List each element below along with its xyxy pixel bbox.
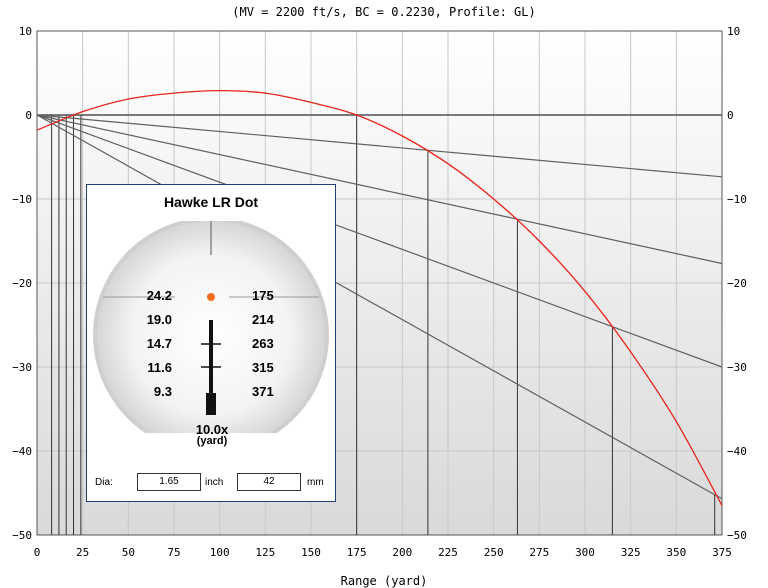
y-tick-label-left-0: 10 (19, 25, 32, 38)
plot-frame (36, 30, 723, 536)
diameter-mm-field[interactable]: 42 (237, 473, 301, 491)
trajectory-curve (36, 89, 723, 506)
y-tick-label-left-2: −10 (12, 193, 32, 206)
x-tick-label-14: 350 (666, 546, 686, 559)
y-tick-label-right-2: −10 (727, 193, 747, 206)
y-tick-label-right-1: 0 (727, 109, 734, 122)
x-tick-label-12: 300 (575, 546, 595, 559)
magnification: 10.0x (195, 422, 229, 437)
x-axis-label: Range (yard) (340, 574, 428, 588)
y-tick-label-left-4: −30 (12, 361, 32, 374)
y-tick-label-right-6: −50 (727, 529, 747, 542)
reticle-view (93, 221, 329, 433)
x-tick-label-7: 175 (347, 546, 367, 559)
x-tick-label-6: 150 (301, 546, 321, 559)
x-tick-label-10: 250 (484, 546, 504, 559)
y-tick-label-right-4: −30 (727, 361, 747, 374)
right-value-1: 175 (252, 288, 274, 303)
holdover-line-4 (36, 114, 723, 500)
diameter-label: Dia: (95, 477, 113, 488)
holdover-lines (36, 114, 723, 500)
x-tick-label-1: 25 (76, 546, 89, 559)
x-tick-label-4: 100 (210, 546, 230, 559)
lower-post (209, 320, 213, 400)
right-value-4: 315 (252, 360, 274, 375)
axis-ticks: 0 25 50 75 100 125 150 175 200 225 250 275 300 325 350… (12, 25, 747, 559)
diameter-inch-field[interactable]: 1.65 (137, 473, 201, 491)
x-tick-label-9: 225 (438, 546, 458, 559)
y-tick-label-left-5: −40 (12, 445, 32, 458)
mm-label: mm (307, 477, 324, 488)
right-value-2: 214 (252, 312, 274, 327)
right-value-5: 371 (252, 384, 274, 399)
x-tick-label-3: 75 (167, 546, 180, 559)
left-value-5: 9.3 (153, 384, 172, 399)
x-tick-label-0: 0 (34, 546, 41, 559)
holdover-line-1 (36, 114, 723, 178)
y-tick-label-left-3: −20 (12, 277, 32, 290)
reticle-panel: Hawke LR Dot 24.2 19.0 14.7 11.6 9.3 175… (86, 184, 336, 502)
y-tick-label-left-1: 0 (25, 109, 32, 122)
holdover-line-3 (36, 114, 723, 368)
aim-dot (207, 293, 215, 301)
x-tick-label-11: 275 (529, 546, 549, 559)
magnification-unit: (yard) (196, 435, 228, 447)
x-tick-label-8: 200 (392, 546, 412, 559)
left-value-4: 11.6 (147, 360, 172, 375)
holdover-line-2 (36, 114, 723, 265)
x-tick-label-5: 125 (255, 546, 275, 559)
x-tick-label-13: 325 (621, 546, 641, 559)
y-tick-label-right-0: 10 (727, 25, 740, 38)
left-value-3: 14.7 (146, 336, 172, 351)
chart-subtitle: (MV = 2200 ft/s, BC = 0.2230, Profile: G… (232, 5, 536, 19)
right-value-3: 263 (252, 336, 274, 351)
y-tick-label-left-6: −50 (12, 529, 32, 542)
left-value-2: 19.0 (146, 312, 172, 327)
thick-post (206, 393, 216, 415)
x-tick-label-2: 50 (122, 546, 135, 559)
panel-title: Hawke LR Dot (163, 194, 259, 210)
inch-label: inch (205, 477, 224, 488)
x-tick-label-15: 375 (712, 546, 732, 559)
left-value-1: 24.2 (146, 288, 172, 303)
y-tick-label-right-5: −40 (727, 445, 747, 458)
y-tick-label-right-3: −20 (727, 277, 747, 290)
